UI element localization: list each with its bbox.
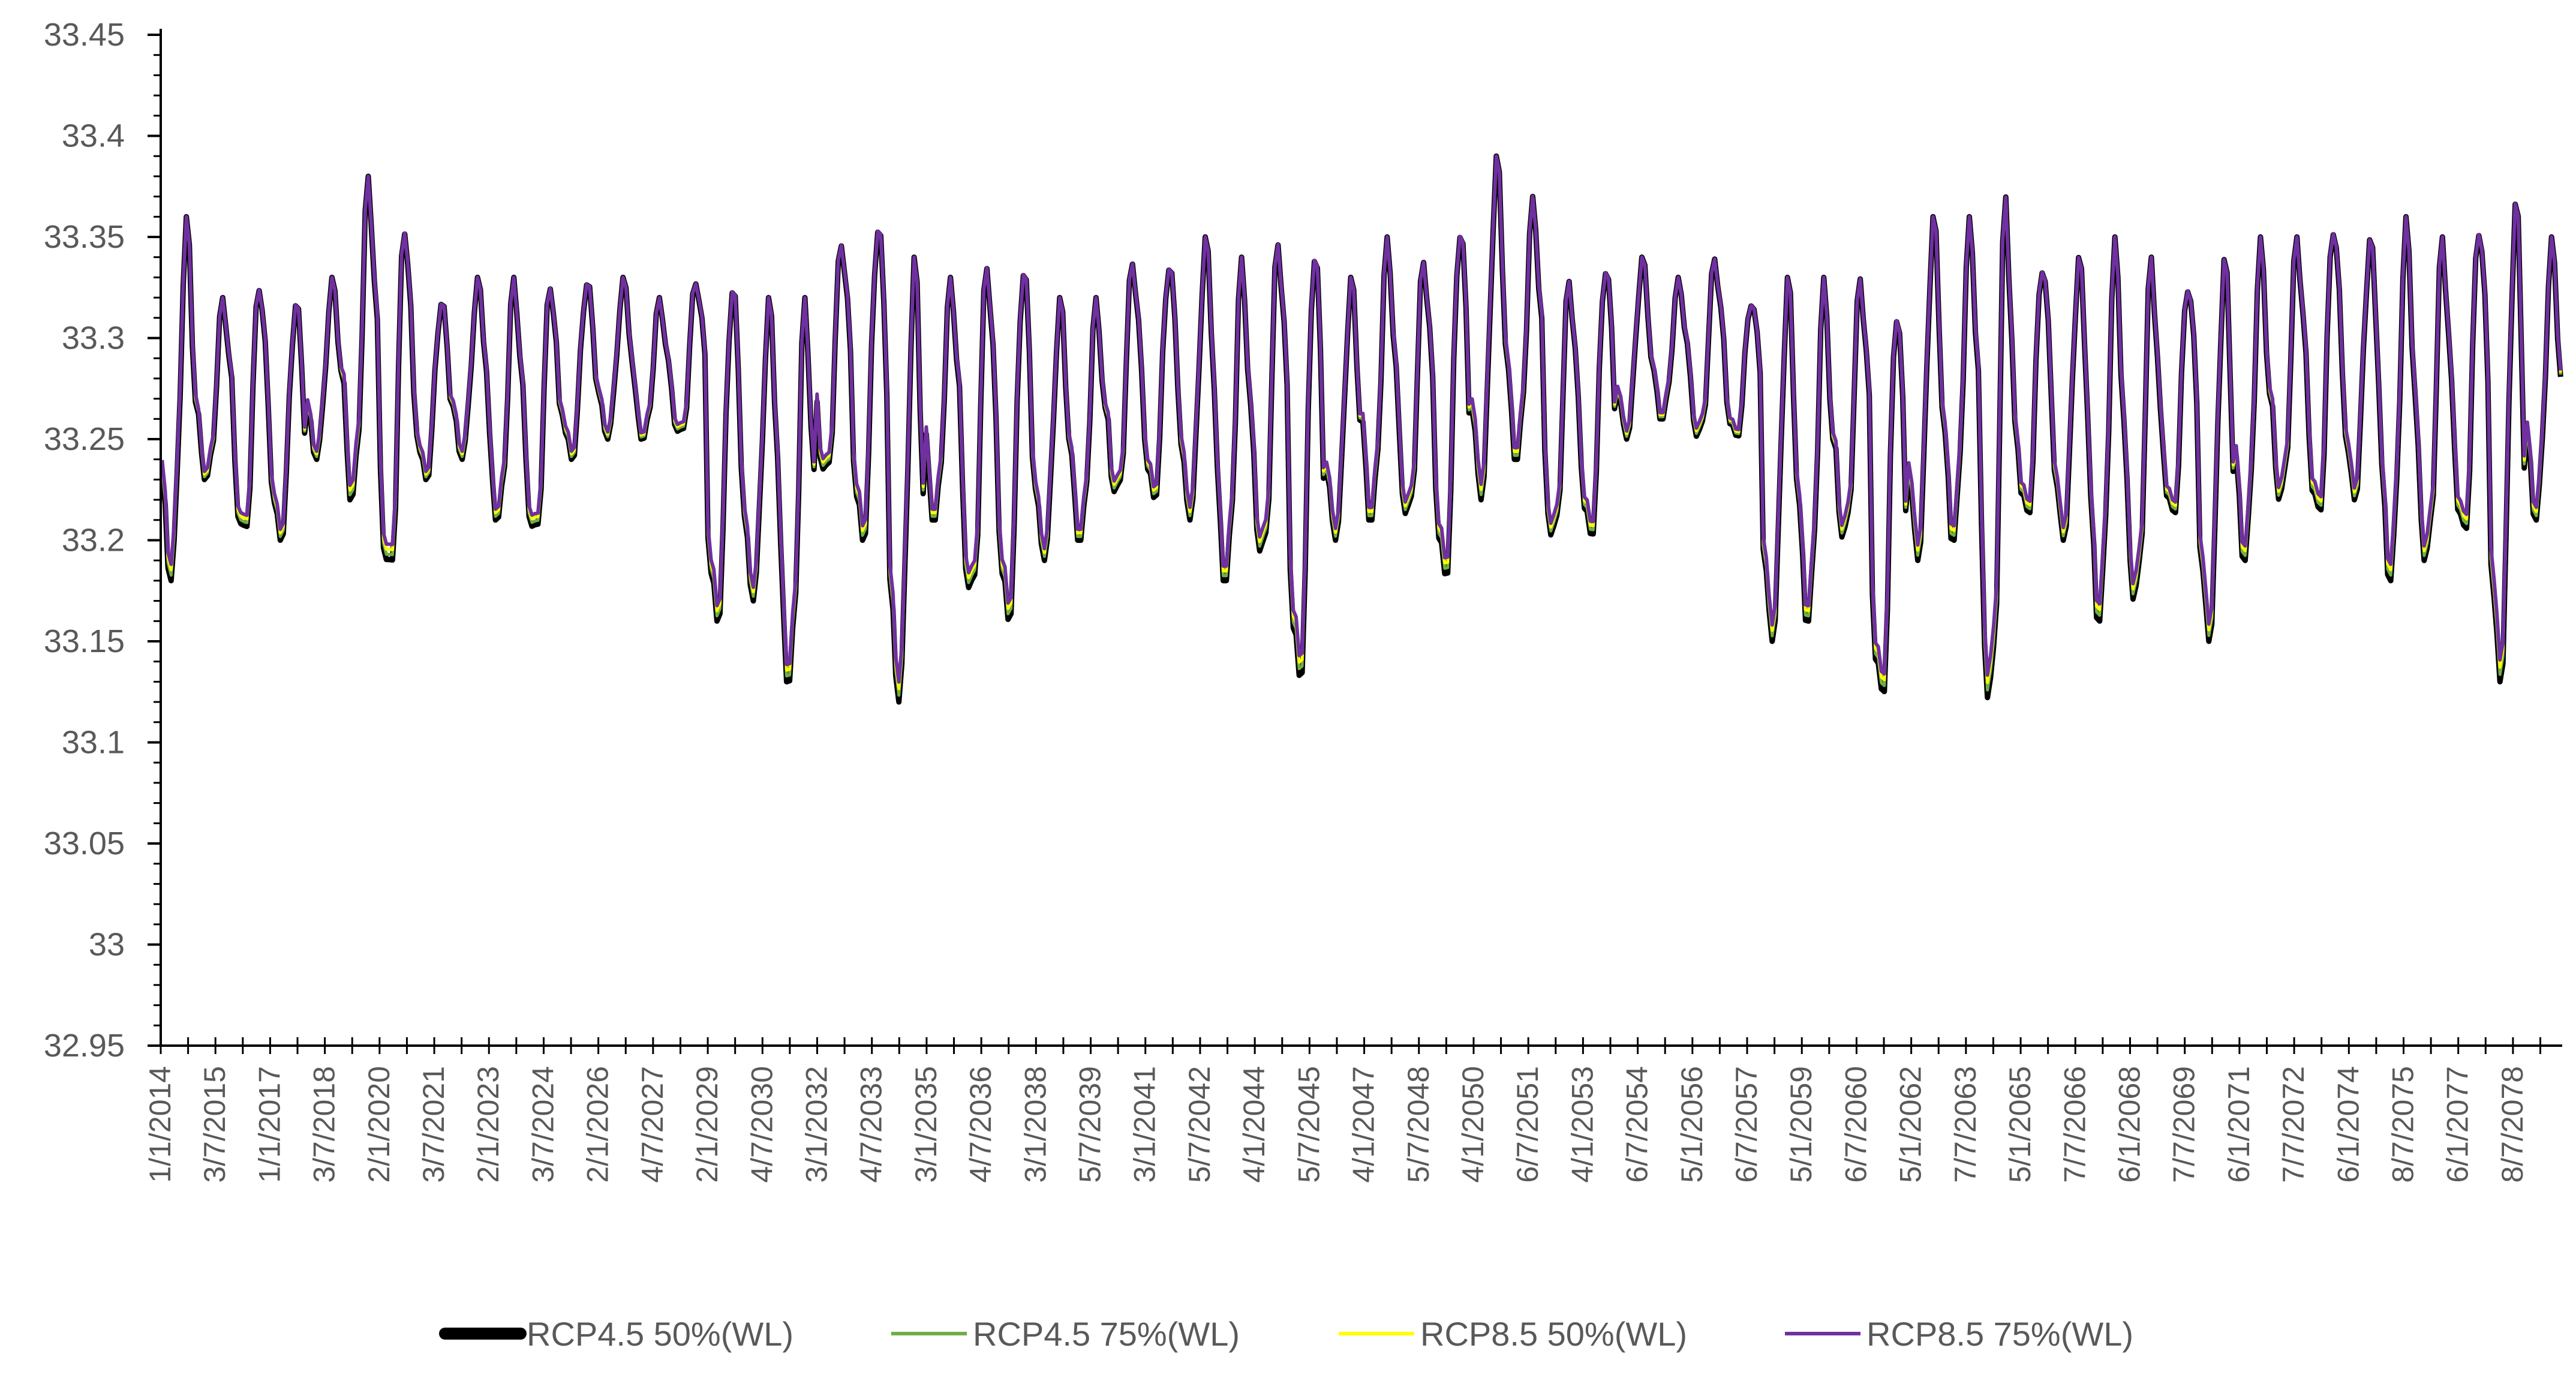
legend-label-1: RCP4.5 50%(WL) bbox=[527, 1315, 793, 1353]
y-tick-label: 33.25 bbox=[44, 421, 125, 457]
y-tick-label: 33.45 bbox=[44, 17, 125, 53]
x-tick-label: 4/7/2036 bbox=[964, 1066, 997, 1183]
x-tick-label: 4/7/2027 bbox=[636, 1066, 669, 1183]
x-tick-label: 3/1/2038 bbox=[1018, 1066, 1052, 1183]
x-tick-label: 6/1/2068 bbox=[2112, 1066, 2146, 1183]
x-tick-label: 3/1/2041 bbox=[1128, 1066, 1162, 1183]
x-tick-label: 4/1/2047 bbox=[1347, 1066, 1381, 1183]
x-tick-label: 5/1/2056 bbox=[1675, 1066, 1709, 1183]
series-line-1 bbox=[159, 153, 2563, 705]
x-tick-label: 7/7/2069 bbox=[2168, 1066, 2201, 1183]
x-tick-label: 2/1/2023 bbox=[471, 1066, 505, 1183]
x-tick-label: 3/7/2018 bbox=[308, 1066, 341, 1183]
y-tick-label: 33.3 bbox=[62, 320, 125, 356]
x-tick-label: 8/7/2075 bbox=[2386, 1066, 2419, 1183]
x-tick-label: 3/7/2015 bbox=[198, 1066, 232, 1183]
x-tick-label: 5/7/2045 bbox=[1292, 1066, 1325, 1183]
x-tick-label: 7/7/2063 bbox=[1949, 1066, 1982, 1183]
x-tick-label: 7/7/2072 bbox=[2277, 1066, 2310, 1183]
x-tick-labels: 1/1/2014 3/7/2015 1/1/2017 3/7/2018 2/1/2020… bbox=[143, 1066, 2529, 1183]
x-tick-label: 2/1/2020 bbox=[362, 1066, 396, 1183]
x-tick-label: 3/1/2035 bbox=[909, 1066, 943, 1183]
y-tick-label: 32.95 bbox=[44, 1028, 125, 1064]
x-tick-label: 6/1/2074 bbox=[2331, 1066, 2365, 1183]
x-tick-label: 1/1/2017 bbox=[253, 1066, 286, 1183]
y-tick-label: 33.05 bbox=[44, 825, 125, 861]
x-tick-label: 6/1/2071 bbox=[2222, 1066, 2256, 1183]
legend-label-3: RCP8.5 50%(WL) bbox=[1420, 1315, 1687, 1353]
x-tick-label: 7/7/2066 bbox=[2058, 1066, 2091, 1183]
y-tick-label: 33.2 bbox=[62, 523, 125, 559]
x-tick-label: 6/7/2051 bbox=[1511, 1066, 1544, 1183]
axis-layer bbox=[148, 29, 2562, 1054]
x-tick-label: 6/7/2057 bbox=[1730, 1066, 1763, 1183]
y-tick-labels: 33.45 33.4 33.35 33.3 33.25 33.2 33.15 33.1 33.0… bbox=[44, 17, 125, 1064]
x-tick-label: 6/1/2077 bbox=[2441, 1066, 2475, 1183]
series-line-4 bbox=[160, 154, 2563, 684]
y-tick-label: 33.35 bbox=[44, 219, 125, 255]
y-tick-label: 33 bbox=[89, 927, 125, 963]
legend-label-2: RCP4.5 75%(WL) bbox=[973, 1315, 1240, 1353]
x-tick-label: 4/7/2033 bbox=[855, 1066, 888, 1183]
x-tick-label: 5/7/2048 bbox=[1402, 1066, 1435, 1183]
x-tick-label: 1/1/2014 bbox=[143, 1066, 177, 1183]
x-tick-label: 5/7/2042 bbox=[1183, 1066, 1216, 1183]
x-tick-label: 2/1/2026 bbox=[581, 1066, 615, 1183]
x-tick-label: 6/7/2054 bbox=[1621, 1066, 1654, 1183]
x-tick-label: 4/1/2053 bbox=[1565, 1066, 1599, 1183]
x-tick-label: 4/7/2030 bbox=[745, 1066, 778, 1183]
x-tick-label: 3/1/2032 bbox=[799, 1066, 833, 1183]
x-tick-label: 3/7/2021 bbox=[417, 1066, 450, 1183]
x-tick-label: 4/1/2044 bbox=[1237, 1066, 1271, 1183]
y-tick-label: 33.15 bbox=[44, 623, 125, 659]
x-tick-label: 3/7/2024 bbox=[526, 1066, 560, 1183]
legend: RCP4.5 50%(WL) RCP4.5 75%(WL) RCP8.5 50%(W… bbox=[439, 1315, 2133, 1353]
x-tick-label: 5/7/2039 bbox=[1074, 1066, 1107, 1183]
x-tick-label: 2/1/2029 bbox=[690, 1066, 724, 1183]
x-tick-label: 5/1/2065 bbox=[2003, 1066, 2037, 1183]
x-tick-label: 6/7/2060 bbox=[1839, 1066, 1872, 1183]
y-tick-label: 33.1 bbox=[62, 725, 125, 761]
y-tick-label: 33.4 bbox=[62, 118, 125, 154]
series-layer bbox=[159, 153, 2563, 705]
x-tick-label: 5/1/2059 bbox=[1784, 1066, 1818, 1183]
x-tick-label: 8/7/2078 bbox=[2496, 1066, 2529, 1183]
x-tick-label: 5/1/2062 bbox=[1894, 1066, 1928, 1183]
legend-label-4: RCP8.5 75%(WL) bbox=[1866, 1315, 2133, 1353]
x-tick-label: 4/1/2050 bbox=[1456, 1066, 1490, 1183]
